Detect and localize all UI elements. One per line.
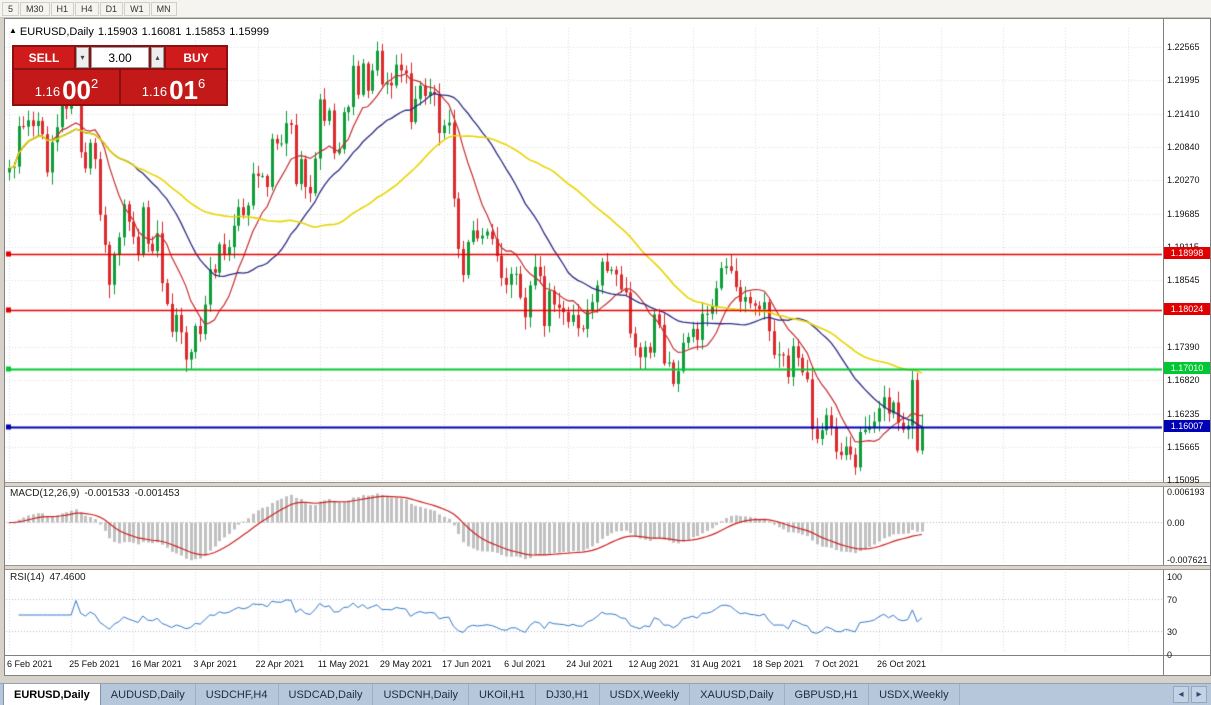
volume-increase-button[interactable]: ▴ (151, 47, 164, 68)
buy-price-base: 1.16 (141, 84, 168, 99)
chart-tab-5-ukoil-h1[interactable]: UKOil,H1 (469, 684, 536, 705)
buy-button[interactable]: BUY (166, 47, 226, 68)
sell-price-big: 00 (62, 74, 91, 105)
tab-scroll-right-button[interactable]: ▸ (1191, 686, 1207, 703)
sell-price-sup: 2 (91, 76, 99, 91)
timeframe-toolbar: 5 M30 H1 H4 D1 W1 MN (0, 0, 1211, 18)
timeframe-button-5[interactable]: 5 (2, 1, 20, 16)
timeframe-button-h4[interactable]: H4 (75, 1, 99, 16)
chart-tab-7-usdx-weekly[interactable]: USDX,Weekly (600, 684, 691, 705)
chart-tab-9-gbpusd-h1[interactable]: GBPUSD,H1 (785, 684, 870, 705)
buy-price-sup: 6 (198, 76, 206, 91)
sell-price-base: 1.16 (34, 84, 61, 99)
timeframe-button-h1[interactable]: H1 (50, 1, 75, 16)
window-gap-strip (0, 676, 1211, 683)
chart-tab-8-xauusd-daily[interactable]: XAUUSD,Daily (690, 684, 785, 705)
volume-input[interactable]: 3.00 (91, 47, 149, 68)
chart-tab-6-dj30-h1[interactable]: DJ30,H1 (536, 684, 600, 705)
volume-decrease-button[interactable]: ▾ (76, 47, 89, 68)
chart-tab-3-usdcad-daily[interactable]: USDCAD,Daily (279, 684, 374, 705)
buy-price-button[interactable]: 1.16 01 6 (121, 70, 226, 104)
sell-price-button[interactable]: 1.16 00 2 (14, 70, 119, 104)
timeframe-button-w1[interactable]: W1 (124, 1, 150, 16)
one-click-trading-panel: SELL ▾ 3.00 ▴ BUY 1.16 00 2 1.16 01 6 (12, 45, 228, 106)
timeframe-button-d1[interactable]: D1 (99, 1, 124, 16)
timeframe-button-m30[interactable]: M30 (20, 1, 50, 16)
chart-tab-1-audusd-daily[interactable]: AUDUSD,Daily (101, 684, 196, 705)
chart-tab-4-usdcnh-daily[interactable]: USDCNH,Daily (373, 684, 470, 705)
tab-scroll-left-button[interactable]: ◂ (1173, 686, 1189, 703)
chart-tab-10-usdx-weekly[interactable]: USDX,Weekly (869, 684, 960, 705)
chart-tab-2-usdchf-h4[interactable]: USDCHF,H4 (196, 684, 279, 705)
buy-price-big: 01 (169, 74, 198, 105)
chart-tabbar: EURUSD,Daily AUDUSD,Daily USDCHF,H4 USDCAD,… (0, 683, 1211, 705)
timeframe-button-mn[interactable]: MN (150, 1, 177, 16)
sell-button[interactable]: SELL (14, 47, 74, 68)
chart-tab-0-eurusd-daily[interactable]: EURUSD,Daily (3, 684, 101, 705)
